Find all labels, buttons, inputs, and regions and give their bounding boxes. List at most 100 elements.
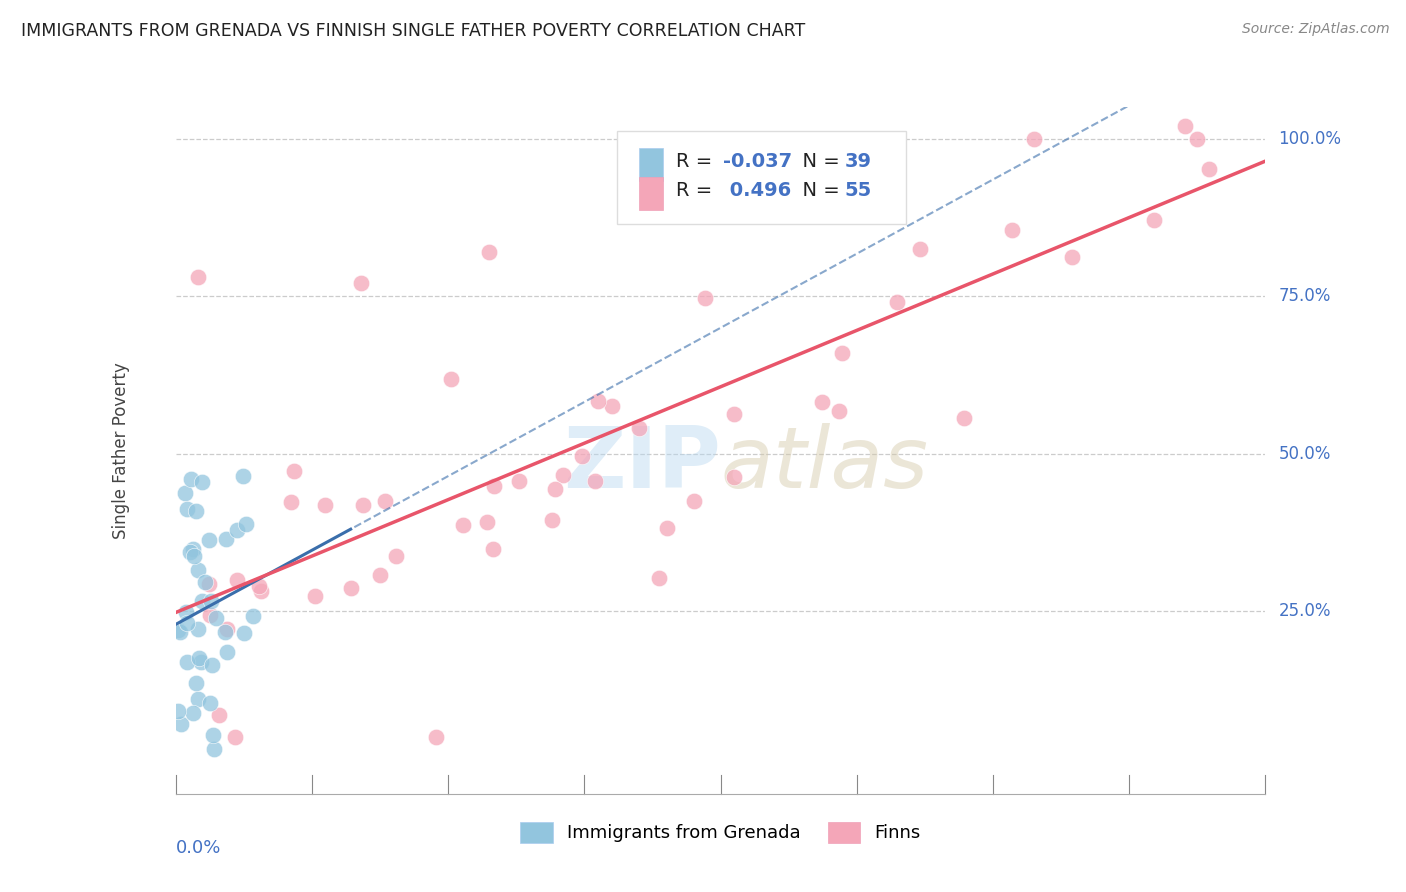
Point: [350, 277, 373, 291]
Point: [183, 549, 205, 563]
Point: [202, 742, 225, 756]
Point: [482, 542, 505, 557]
Text: IMMIGRANTS FROM GRENADA VS FINNISH SINGLE FATHER POVERTY CORRELATION CHART: IMMIGRANTS FROM GRENADA VS FINNISH SINGL…: [21, 22, 806, 40]
Point: [231, 469, 253, 483]
FancyBboxPatch shape: [638, 178, 662, 211]
FancyBboxPatch shape: [617, 131, 905, 224]
Point: [683, 493, 706, 508]
Point: [215, 533, 238, 547]
Point: [176, 615, 198, 630]
Point: [214, 625, 236, 640]
Point: [723, 407, 745, 421]
Point: [1143, 212, 1166, 227]
Point: [226, 523, 249, 537]
Point: [831, 345, 853, 359]
Point: [180, 472, 202, 486]
Point: [186, 504, 208, 518]
Point: [200, 608, 222, 623]
Point: [1001, 223, 1024, 237]
Text: 39: 39: [845, 152, 872, 170]
Point: [600, 399, 623, 413]
Point: [201, 657, 224, 672]
Point: [200, 594, 222, 608]
Point: [583, 474, 606, 488]
Point: [190, 655, 212, 669]
Point: [167, 623, 190, 637]
Point: [187, 622, 209, 636]
Point: [571, 449, 593, 463]
Point: [425, 730, 447, 744]
Point: [226, 574, 249, 588]
Point: [553, 467, 575, 482]
Point: [385, 549, 408, 563]
Point: [183, 706, 205, 720]
Point: [693, 291, 716, 305]
Text: N =: N =: [790, 181, 846, 200]
Point: [186, 270, 209, 285]
Point: [478, 244, 501, 259]
Text: 25.0%: 25.0%: [1278, 602, 1331, 620]
Point: [232, 625, 254, 640]
Point: [586, 394, 609, 409]
Point: [173, 485, 195, 500]
Point: [314, 498, 336, 512]
Point: [283, 464, 305, 478]
Point: [249, 583, 271, 598]
Point: [908, 242, 931, 256]
Point: [197, 576, 219, 591]
Point: [484, 479, 506, 493]
Point: [179, 545, 201, 559]
Point: [475, 516, 498, 530]
Text: atlas: atlas: [721, 423, 928, 506]
Point: [176, 502, 198, 516]
Text: 0.496: 0.496: [723, 181, 792, 200]
Point: [440, 372, 463, 386]
Point: [352, 499, 374, 513]
Point: [167, 704, 190, 718]
Text: R =: R =: [676, 152, 718, 170]
Point: [647, 571, 669, 585]
Point: [201, 728, 224, 742]
Point: [194, 574, 217, 589]
Point: [186, 563, 208, 577]
Point: [543, 482, 565, 496]
Point: [242, 608, 264, 623]
Point: [174, 605, 197, 619]
Point: [508, 474, 530, 488]
Point: [1198, 162, 1220, 177]
Legend: Immigrants from Grenada, Finns: Immigrants from Grenada, Finns: [513, 814, 928, 850]
Text: 100.0%: 100.0%: [1278, 129, 1341, 147]
Point: [810, 394, 832, 409]
Point: [368, 567, 391, 582]
Point: [627, 421, 650, 435]
Point: [197, 533, 219, 547]
Point: [184, 676, 207, 690]
Point: [1174, 119, 1197, 133]
Point: [198, 696, 221, 710]
Text: 75.0%: 75.0%: [1278, 287, 1331, 305]
Text: 55: 55: [845, 181, 872, 200]
Text: N =: N =: [790, 152, 846, 170]
Point: [723, 470, 745, 484]
Point: [952, 411, 974, 425]
Text: 0.0%: 0.0%: [176, 838, 221, 856]
Text: -0.037: -0.037: [723, 152, 792, 170]
Point: [205, 611, 228, 625]
Point: [208, 707, 231, 722]
Text: 50.0%: 50.0%: [1278, 444, 1331, 463]
Point: [169, 625, 191, 640]
Point: [374, 493, 396, 508]
Point: [247, 579, 270, 593]
Point: [187, 691, 209, 706]
Point: [224, 730, 246, 744]
Point: [304, 589, 326, 603]
FancyBboxPatch shape: [638, 148, 662, 181]
Point: [886, 294, 908, 309]
Point: [1022, 131, 1045, 145]
Point: [340, 582, 363, 596]
Point: [187, 650, 209, 665]
Text: Source: ZipAtlas.com: Source: ZipAtlas.com: [1241, 22, 1389, 37]
Text: Single Father Poverty: Single Father Poverty: [112, 362, 131, 539]
Point: [540, 513, 562, 527]
Point: [657, 521, 679, 535]
